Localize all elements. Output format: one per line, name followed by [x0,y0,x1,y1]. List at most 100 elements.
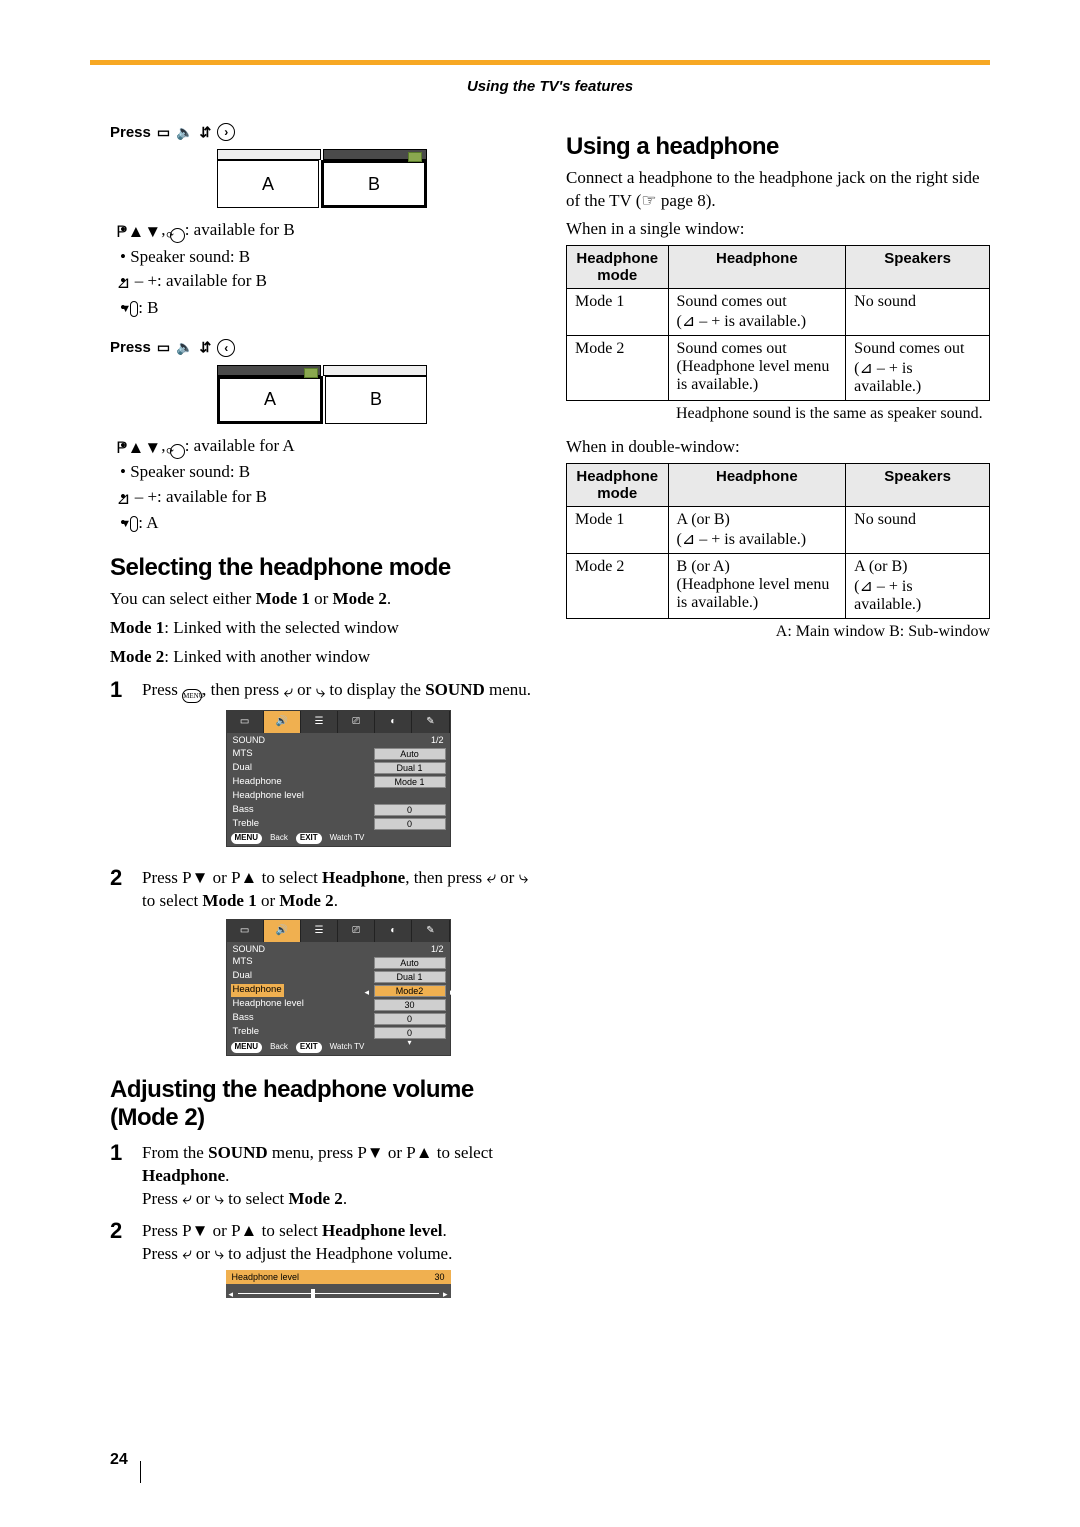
fig1-cell-b: B [321,160,427,208]
txt: to select [142,891,202,910]
bullet-item: ▼: A [120,511,534,536]
select-intro: You can select either Mode 1 or Mode 2. [110,588,534,611]
menu-footer-txt: Back [270,833,288,844]
txt: . [442,1221,446,1240]
th: Headphone mode [567,245,669,288]
txt: . [387,589,391,608]
menu-row: Treble0 [227,817,450,831]
menu-tab-icon: ⎚ [338,920,375,942]
menu-row: HeadphoneMode2◂▸ [227,984,450,998]
txt: Press P▼ or P▲ to select [142,868,322,887]
table-cell: A (or B)(⊿ – + is available.) [668,506,846,553]
menu-page: 1/2 [431,943,444,955]
txt: Mode 2 [110,647,164,666]
fig1-a-label: A [262,174,274,195]
menu-tab-icon: ▭ [227,711,264,733]
txt: Mode 2 [279,891,333,910]
heading-adjust-volume: Adjusting the headphone volume (Mode 2) [110,1076,534,1132]
page-divider [140,1461,141,1483]
fig1-cell-a: A [217,160,319,208]
page: Using the TV's features Press ▭ 🔈 ⇵ › A [0,0,1080,1527]
mode1-line: Mode 1: Linked with the selected window [110,617,534,640]
step-body: Press P▼ or P▲ to select Headphone level… [142,1220,534,1298]
menu-tab-icon: ☰ [301,711,338,733]
menu-row-value: Dual 1 [374,971,446,983]
bullet-item: P▲▼, ⟳: available for A [120,434,534,461]
speaker-icon: 🔈 [176,339,193,356]
menu-row-value: 0 [374,1027,446,1039]
menu-row-value: Auto [374,957,446,969]
menu-footer-pill: EXIT [296,833,322,844]
menu-footer-pill: EXIT [296,1042,322,1053]
twin-icon: ▭ [157,124,170,141]
headphone-intro: Connect a headphone to the headphone jac… [566,167,990,213]
menu-row-label: Headphone level [231,790,304,803]
table-cell: Sound comes out(⊿ – + is available.) [846,335,990,400]
table-row: Mode 1A (or B)(⊿ – + is available.)No so… [567,506,990,553]
step-body: Press P▼ or P▲ to select Headphone, then… [142,867,534,1066]
table-cell: No sound [846,506,990,553]
table-cell: Mode 2 [567,553,669,618]
txt: Headphone level [322,1221,442,1240]
menu-row: DualDual 1 [227,970,450,984]
menu-row-value: 30 [374,999,446,1011]
step-1: 1 Press MENU, then press ⤶ or ⤷ to displ… [110,679,534,857]
txt: or [310,589,333,608]
menu-footer-txt: Watch TV [330,833,365,844]
menu-row: MTSAuto [227,956,450,970]
menu-tab-sound-icon: 🔊 [264,711,301,733]
top-accent-bar [90,60,990,65]
txt: Headphone [142,1166,225,1185]
arrow-left-icon: ◂ [229,1288,234,1300]
menu-row: Bass0 [227,1012,450,1026]
speaker-badge-icon [304,368,318,378]
double-caption: When in double-window: [566,437,990,457]
menu-row-value: 0 [374,1013,446,1025]
fig2-b-label: B [370,389,382,410]
txt: or [257,891,280,910]
txt: Mode 2 [333,589,387,608]
menu-title: SOUND [233,943,266,955]
step-number: 2 [110,1220,130,1298]
bullets-1: P▲▼, ⟳: available for B Speaker sound: B… [120,218,534,321]
txt: Mode 1 [202,891,256,910]
bullet-item: ⊿ – +: available for B [120,485,534,512]
menu-row: DualDual 1 [227,761,450,775]
slider-label: Headphone level [232,1271,300,1283]
menu-row: Headphone level 30 [227,998,450,1012]
menu-row-value: Mode2◂▸ [374,985,446,997]
sound-menu-2: ▭ 🔊 ☰ ⎚ ◐ ✎ SOUND1/2 MTSAutoDualDual 1He… [226,919,451,1056]
single-note: Headphone sound is the same as speaker s… [676,405,990,423]
mode2-line: Mode 2: Linked with another window [110,646,534,669]
updown-icon: ⇵ [200,339,212,356]
menu-row-label: Headphone level [231,998,304,1011]
menu-tab-sound-icon: 🔊 [264,920,301,942]
speaker-icon: 🔈 [176,124,193,141]
arrow-right-icon: ▸ [443,1288,448,1300]
fig2-a-label: A [264,389,276,410]
slider-value: 30 [434,1271,444,1283]
heading-select-headphone-mode: Selecting the headphone mode [110,554,534,582]
fig1-b-label: B [368,174,380,195]
menu-footer-txt: Back [270,1042,288,1053]
step-body: From the SOUND menu, press P▼ or P▲ to s… [142,1142,534,1211]
txt: Press P▼ or P▲ to select [142,1221,322,1240]
adjust-steps: 1 From the SOUND menu, press P▼ or P▲ to… [110,1142,534,1299]
table-cell: Sound comes out(Headphone level menu is … [668,335,846,400]
speaker-badge-icon [408,152,422,162]
twin-icon: ▭ [157,339,170,356]
table-cell: B (or A)(Headphone level menu is availab… [668,553,846,618]
bullet-item: P▲▼, ⟳: available for B [120,218,534,245]
menu-tab-icon: ⎚ [338,711,375,733]
step-number: 2 [110,867,130,1066]
txt: , then press ⤶ or ⤷ [405,868,528,887]
th: Headphone [668,245,846,288]
menu-footer-pill: MENU [231,1042,263,1053]
menu-row-value: Auto [374,748,446,760]
step-2: 2 Press P▼ or P▲ to select Headphone, th… [110,867,534,1066]
single-window-table: Headphone mode Headphone Speakers Mode 1… [566,245,990,401]
heading-using-headphone: Using a headphone [566,133,990,161]
table-cell: Mode 1 [567,506,669,553]
bullet-item: ⊿ – +: available for B [120,269,534,296]
fig2-cell-b: B [325,376,427,424]
